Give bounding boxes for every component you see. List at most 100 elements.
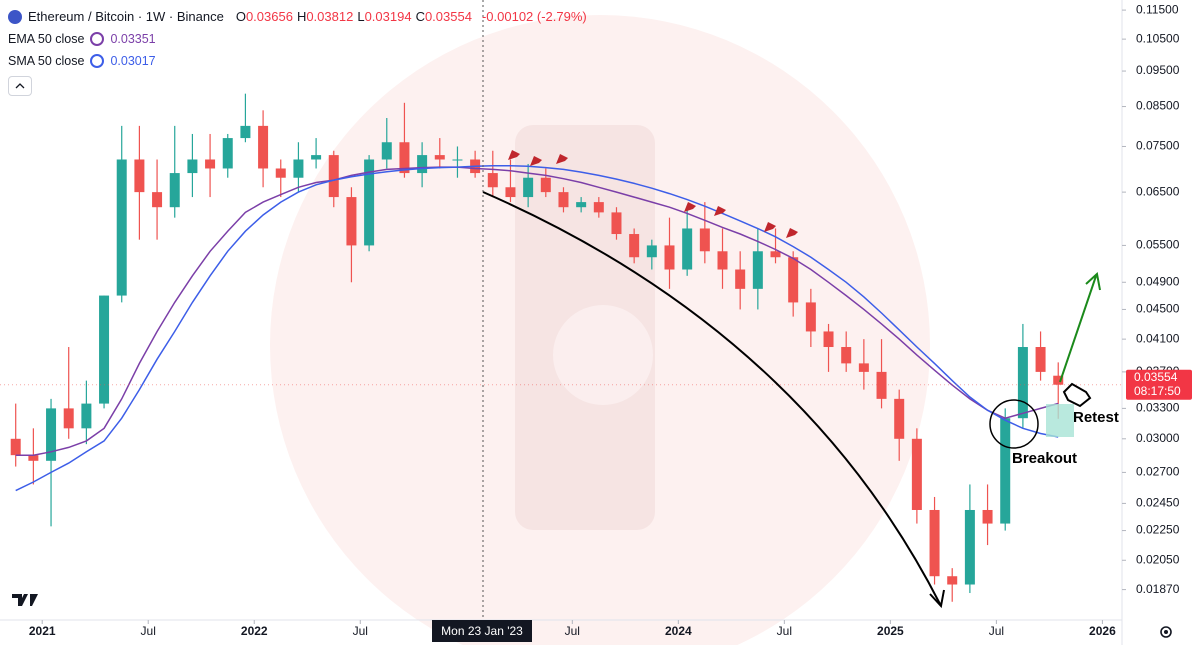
collapse-button[interactable] bbox=[8, 76, 32, 96]
candle-body bbox=[876, 371, 887, 399]
ohlc-key: O bbox=[235, 9, 246, 24]
candle-body bbox=[258, 125, 269, 169]
indicators: EMA 50 close 0.03351 SMA 50 close 0.03017 bbox=[8, 28, 591, 72]
candle-body bbox=[682, 228, 693, 270]
y-tick-label: 0.07500 bbox=[1136, 139, 1180, 153]
flag bbox=[764, 222, 776, 232]
settings-dot bbox=[1164, 630, 1168, 634]
x-tick-label: Jul bbox=[989, 624, 1004, 638]
y-tick-label: 0.02050 bbox=[1136, 552, 1180, 566]
symbol-icon bbox=[8, 10, 22, 24]
candle-body bbox=[752, 251, 763, 289]
candle-body bbox=[699, 228, 710, 252]
y-tick-label: 0.02250 bbox=[1136, 523, 1180, 537]
indicator-row: SMA 50 close 0.03017 bbox=[8, 50, 591, 72]
y-tick-label: 0.03300 bbox=[1136, 401, 1180, 415]
indicator-name: EMA 50 close bbox=[8, 32, 85, 46]
candle-body bbox=[381, 142, 392, 160]
candle-body bbox=[1017, 347, 1028, 419]
candle-body bbox=[275, 168, 286, 178]
arrow-head bbox=[929, 589, 945, 609]
y-tick-label: 0.06500 bbox=[1136, 184, 1180, 198]
candle-body bbox=[858, 363, 869, 372]
y-tick-label: 0.10500 bbox=[1136, 31, 1180, 45]
candle-body bbox=[735, 269, 746, 289]
candle-body bbox=[788, 257, 799, 303]
crosshair-label: Mon 23 Jan '23 bbox=[441, 624, 523, 638]
candle-body bbox=[346, 197, 357, 246]
candle-body bbox=[1053, 375, 1064, 385]
candle-body bbox=[911, 438, 922, 510]
retest-zone bbox=[1046, 404, 1074, 437]
x-tick-label: Jul bbox=[353, 624, 368, 638]
candle-body bbox=[505, 187, 516, 198]
y-tick-label: 0.11500 bbox=[1136, 2, 1179, 16]
y-tick-label: 0.04500 bbox=[1136, 302, 1180, 316]
ohlc-value: 0.03194 bbox=[364, 9, 412, 24]
y-tick-label: 0.02450 bbox=[1136, 496, 1180, 510]
annotation: Breakout bbox=[1012, 450, 1077, 467]
y-tick-label: 0.01870 bbox=[1136, 582, 1180, 596]
candle-body bbox=[46, 408, 57, 461]
x-tick-label: Jul bbox=[777, 624, 792, 638]
tv-logo[interactable] bbox=[12, 594, 38, 606]
candle-body bbox=[434, 155, 445, 160]
annotation: Retest bbox=[1073, 409, 1119, 426]
x-tick-label: 2021 bbox=[29, 624, 56, 638]
y-tick-label: 0.09500 bbox=[1136, 63, 1180, 77]
candle-body bbox=[63, 408, 74, 429]
price-tag: 0.03554 bbox=[1134, 370, 1178, 384]
flag bbox=[530, 156, 542, 166]
candle-body bbox=[399, 142, 410, 174]
price-tag-bg bbox=[1126, 369, 1192, 400]
indicator-icon bbox=[90, 54, 105, 68]
candle-body bbox=[558, 192, 569, 208]
candle-body bbox=[576, 202, 587, 208]
candle-body bbox=[152, 192, 163, 208]
candle-body bbox=[311, 155, 322, 160]
candle-body bbox=[81, 403, 92, 429]
candle-body bbox=[770, 251, 781, 258]
y-tick-label: 0.08500 bbox=[1136, 99, 1180, 113]
chevron bbox=[15, 83, 25, 89]
ohlc-value: 0.03554 bbox=[424, 9, 472, 24]
x-tick-label: Jul bbox=[565, 624, 580, 638]
candle-body bbox=[523, 177, 534, 198]
candle-body bbox=[1000, 418, 1011, 524]
plot-area bbox=[0, 93, 1122, 602]
ohlc-value: 0.03656 bbox=[245, 9, 293, 24]
candle-body bbox=[134, 159, 145, 193]
ohlc: O 0.03656 H 0.03812 L 0.03194 C 0.03554 bbox=[236, 6, 476, 28]
candle-body bbox=[417, 155, 428, 174]
ohlc-key: C bbox=[415, 9, 425, 24]
trend-curve bbox=[482, 191, 941, 605]
flag bbox=[508, 150, 520, 160]
indicator-line bbox=[15, 165, 1059, 492]
candle-body bbox=[240, 125, 251, 139]
candle-body bbox=[187, 159, 198, 174]
candle-body bbox=[328, 155, 339, 198]
settings-button[interactable] bbox=[1160, 626, 1172, 638]
indicator-value: 0.03017 bbox=[110, 54, 156, 68]
x-tick-label: Jul bbox=[141, 624, 156, 638]
candle-body bbox=[611, 212, 622, 235]
crosshair-label-bg bbox=[432, 620, 532, 642]
breakout-circle bbox=[989, 399, 1039, 449]
candle-body bbox=[947, 576, 958, 585]
flag bbox=[684, 202, 696, 212]
candle-body bbox=[929, 509, 940, 577]
symbol-title: Ethereum / Bitcoin · 1W · Binance bbox=[28, 9, 224, 24]
x-tick-label: 2026 bbox=[1089, 624, 1116, 638]
candle-body bbox=[1035, 347, 1046, 372]
flag bbox=[786, 228, 798, 238]
flag-markers bbox=[508, 150, 798, 238]
candle-body bbox=[664, 245, 675, 270]
indicator-row: EMA 50 close 0.03351 bbox=[8, 28, 591, 50]
x-tick-label: 2022 bbox=[241, 624, 268, 638]
ohlc-key: L bbox=[357, 9, 365, 24]
y-tick-label: 0.05500 bbox=[1136, 238, 1180, 252]
indicator-icon bbox=[90, 32, 105, 46]
candle-body bbox=[222, 138, 233, 169]
